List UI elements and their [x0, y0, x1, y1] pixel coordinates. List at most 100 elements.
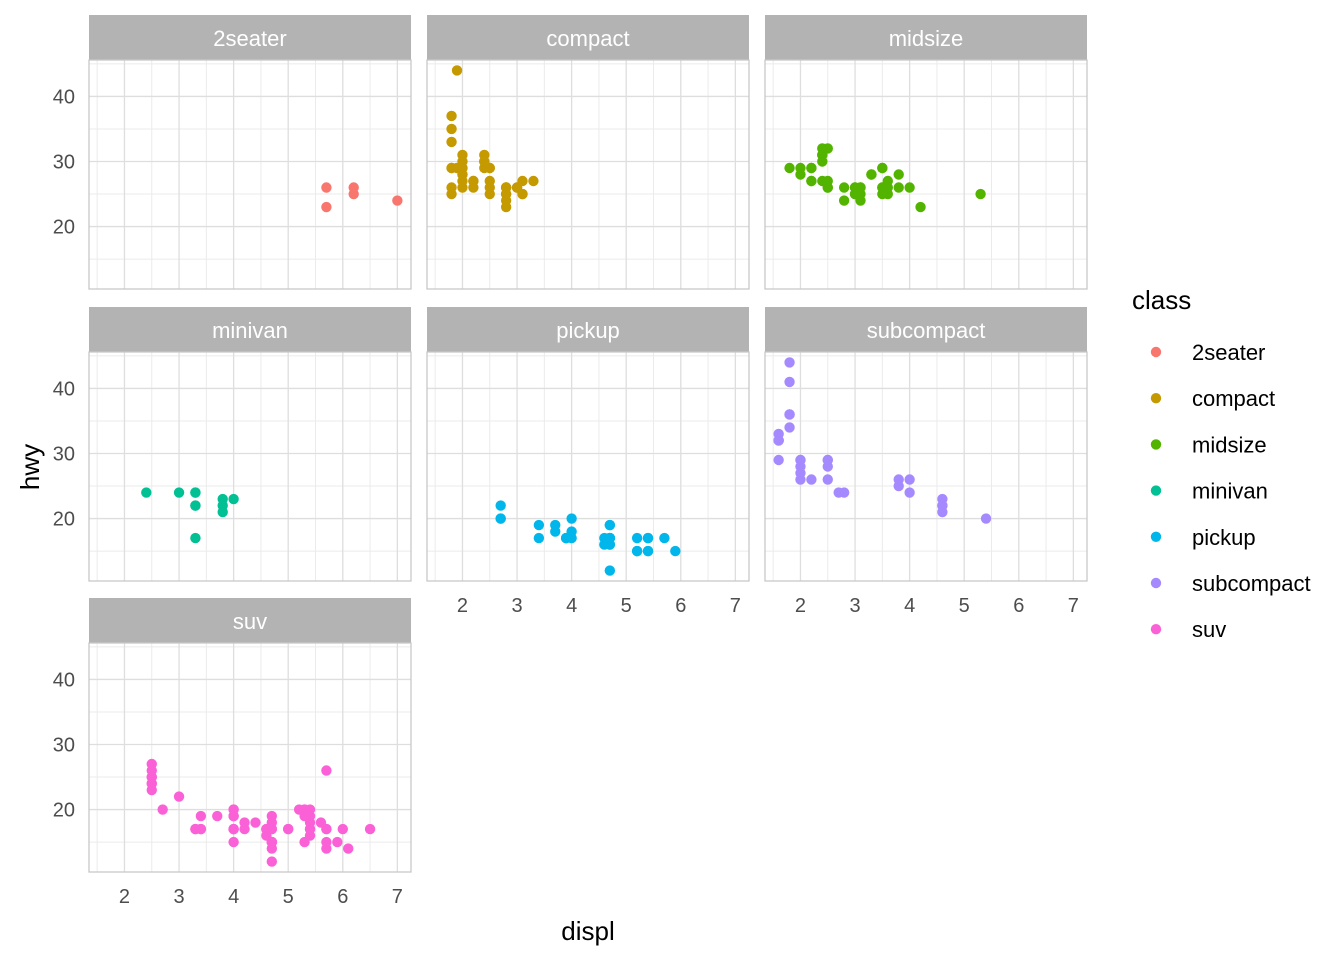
data-point	[893, 480, 904, 492]
data-point	[141, 487, 152, 498]
y-tick-label: 40	[53, 86, 75, 108]
data-point	[457, 169, 468, 180]
legend-label-minivan: minivan	[1192, 479, 1268, 504]
y-tick-label: 30	[53, 734, 75, 756]
data-point	[332, 836, 343, 848]
facet-panel-minivan: minivan 20 30 40	[53, 307, 412, 582]
legend: class 2seater compact midsize minivan pickup…	[1132, 285, 1311, 642]
data-point	[893, 182, 904, 193]
data-point	[550, 526, 561, 537]
data-point	[228, 836, 239, 848]
data-point	[446, 188, 457, 200]
data-point	[315, 817, 327, 828]
y-tick-label: 20	[53, 509, 75, 531]
legend-label-midsize: midsize	[1192, 432, 1267, 457]
data-points-suv	[146, 758, 376, 867]
data-point	[817, 149, 828, 161]
facet-strip-label: 2seater	[213, 26, 286, 51]
panel-border	[764, 59, 1088, 290]
x-tick-label: 7	[730, 595, 741, 617]
data-point	[904, 474, 915, 485]
data-point	[446, 136, 457, 148]
data-point	[321, 843, 332, 854]
data-point	[195, 810, 207, 822]
y-tick-label: 40	[53, 669, 75, 691]
legend-key-subcompact	[1150, 577, 1162, 589]
panel-border	[88, 351, 412, 582]
data-point	[806, 162, 817, 174]
data-point	[566, 513, 577, 524]
facet-strip	[765, 15, 1087, 60]
panel-border	[426, 351, 750, 582]
data-points-subcompact	[773, 357, 992, 524]
facet-strip	[765, 307, 1087, 352]
data-point	[511, 182, 523, 193]
facet-strip	[89, 307, 411, 352]
facet-strip-label: minivan	[212, 318, 288, 343]
data-point	[784, 357, 795, 368]
facet-strip	[427, 15, 749, 60]
data-point	[283, 823, 294, 835]
data-point	[784, 422, 795, 433]
x-tick-label: 3	[849, 595, 860, 617]
data-point	[838, 182, 850, 193]
data-point	[533, 532, 545, 544]
data-point	[451, 65, 463, 76]
data-point	[495, 500, 506, 511]
legend-key-midsize	[1150, 439, 1162, 450]
data-point	[266, 823, 278, 835]
data-point	[479, 156, 490, 167]
data-point	[784, 376, 795, 388]
x-tick-label: 5	[621, 595, 632, 617]
data-point	[266, 843, 278, 854]
data-point	[304, 804, 316, 815]
facet-strip-label: midsize	[889, 26, 964, 51]
data-point	[343, 843, 354, 854]
x-tick-label: 2	[119, 886, 130, 908]
data-point	[937, 500, 948, 511]
data-point	[795, 461, 806, 472]
data-point	[321, 182, 332, 193]
data-point	[773, 454, 784, 466]
y-axis-title: hwy	[15, 444, 45, 490]
facet-strip-label: suv	[233, 609, 267, 634]
x-tick-label: 4	[904, 595, 915, 617]
data-point	[321, 201, 332, 213]
data-point	[642, 532, 654, 544]
data-point	[173, 487, 185, 498]
data-point	[293, 804, 305, 815]
facet-strip	[89, 15, 411, 60]
data-point	[855, 182, 866, 193]
data-point	[146, 778, 157, 789]
legend-key-suv	[1150, 624, 1162, 635]
data-points-minivan	[141, 487, 239, 544]
facet-strip-label: compact	[546, 26, 629, 51]
x-tick-label: 5	[283, 886, 294, 908]
data-point	[877, 162, 888, 174]
data-point	[528, 175, 539, 187]
data-point	[975, 188, 986, 200]
data-point	[855, 195, 866, 206]
data-point	[228, 823, 239, 835]
data-point	[795, 169, 806, 180]
data-point	[500, 195, 512, 206]
data-point	[631, 545, 643, 557]
data-point	[904, 487, 915, 498]
panel-border	[426, 59, 750, 290]
data-point	[822, 461, 833, 472]
data-point	[217, 493, 228, 505]
data-point	[838, 487, 850, 498]
data-point	[457, 182, 468, 193]
data-point	[784, 409, 795, 420]
facet-panel-2seater: 2seater 20 30 40	[53, 15, 412, 290]
data-point	[784, 162, 795, 174]
data-point	[228, 493, 239, 505]
x-tick-label: 4	[566, 595, 577, 617]
data-point	[806, 474, 817, 485]
panel-border	[88, 642, 412, 873]
data-point	[228, 810, 239, 822]
data-point	[806, 175, 817, 187]
data-point	[882, 175, 893, 187]
panel-border	[88, 59, 412, 290]
